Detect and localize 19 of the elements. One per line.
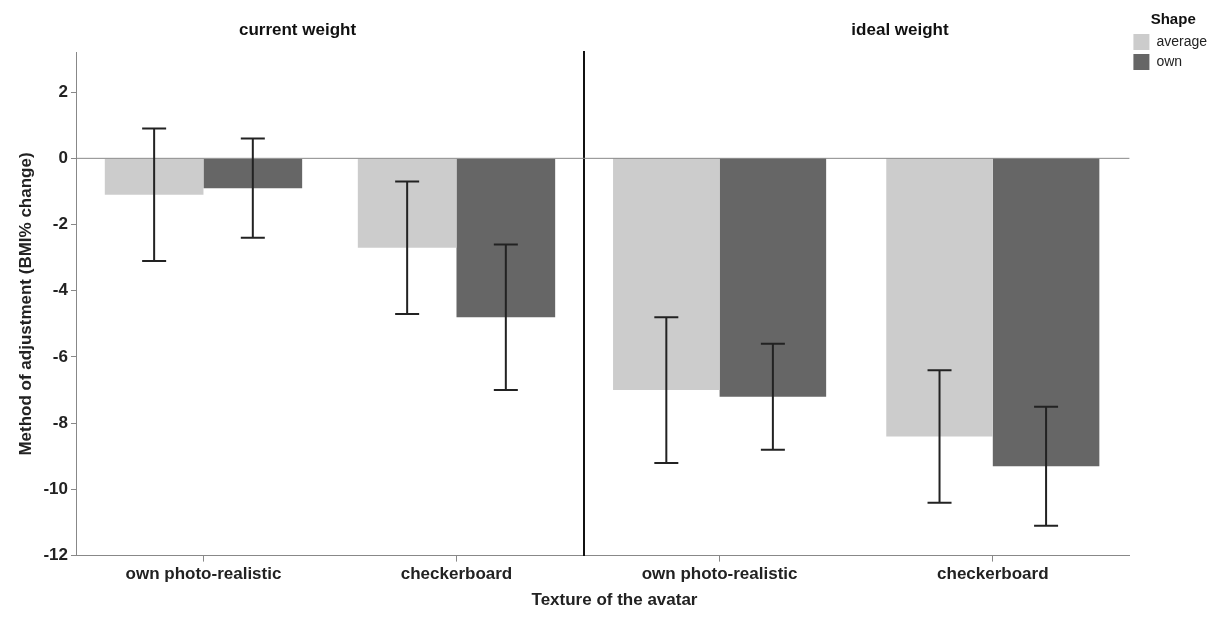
y-tick-label: -8 [52,412,68,432]
y-tick-label: -4 [52,280,69,300]
y-tick-label: -6 [52,346,68,366]
legend-label: own [1156,52,1183,69]
y-tick-label: -10 [43,479,68,499]
legend-title: Shape [1150,9,1196,27]
y-axis-title: Method of adjustment (BMI% change) [15,152,35,456]
chart-title: ideal weight [851,19,949,39]
x-tick-label: own photo-realistic [641,564,798,584]
legend-label: average [1156,32,1208,49]
x-tick-label: own photo-realistic [125,564,282,584]
x-axis-title: Texture of the avatar [530,590,699,610]
y-tick-label: 2 [58,81,68,101]
y-tick-label: 0 [58,148,68,168]
y-tick-label: -2 [52,214,68,234]
chart-title: current weight [238,19,357,39]
x-tick-label: checkerboard [400,564,513,584]
y-tick-label: -12 [43,545,68,565]
x-tick-label: checkerboard [937,564,1049,584]
